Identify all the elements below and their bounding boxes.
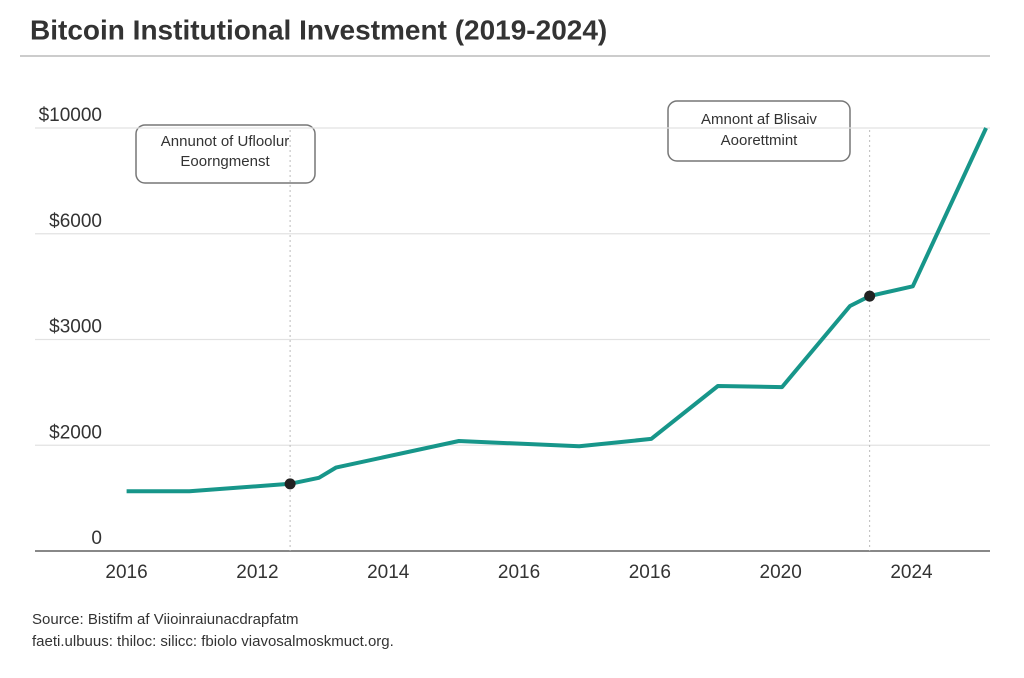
annotation-box xyxy=(135,124,316,184)
source-text: Source: Bistifm af Viioinraiunacdrapfatm xyxy=(32,611,299,628)
annotation-box xyxy=(667,100,851,162)
data-point xyxy=(284,478,296,490)
annotation-text: Aoorettmint xyxy=(721,132,799,149)
x-tick-label: 2014 xyxy=(367,562,410,583)
annotation-text: Eoorngmenst xyxy=(180,153,270,170)
chart-title: Bitcoin Institutional Investment (2019-2… xyxy=(30,14,607,45)
y-tick-label: $3000 xyxy=(49,317,102,338)
x-tick-label: 2012 xyxy=(236,562,278,583)
x-tick-label: 2016 xyxy=(498,562,540,583)
x-tick-label: 2016 xyxy=(629,562,671,583)
x-tick-label: 2020 xyxy=(760,562,802,583)
y-tick-label: $6000 xyxy=(49,211,102,232)
y-tick-label: $10000 xyxy=(39,105,102,126)
annotation-text: Annunot of Ufloolur xyxy=(161,133,289,150)
y-tick-label: 0 xyxy=(91,528,102,549)
source-text: faeti.ulbuus: thiloc: silicc: fbiolo via… xyxy=(32,633,394,650)
annotation-text: Amnont af Blisaiv xyxy=(701,111,817,128)
y-tick-label: $2000 xyxy=(49,422,102,443)
data-point xyxy=(864,290,876,302)
x-tick-label: 2016 xyxy=(105,562,147,583)
x-tick-label: 2024 xyxy=(890,562,933,583)
